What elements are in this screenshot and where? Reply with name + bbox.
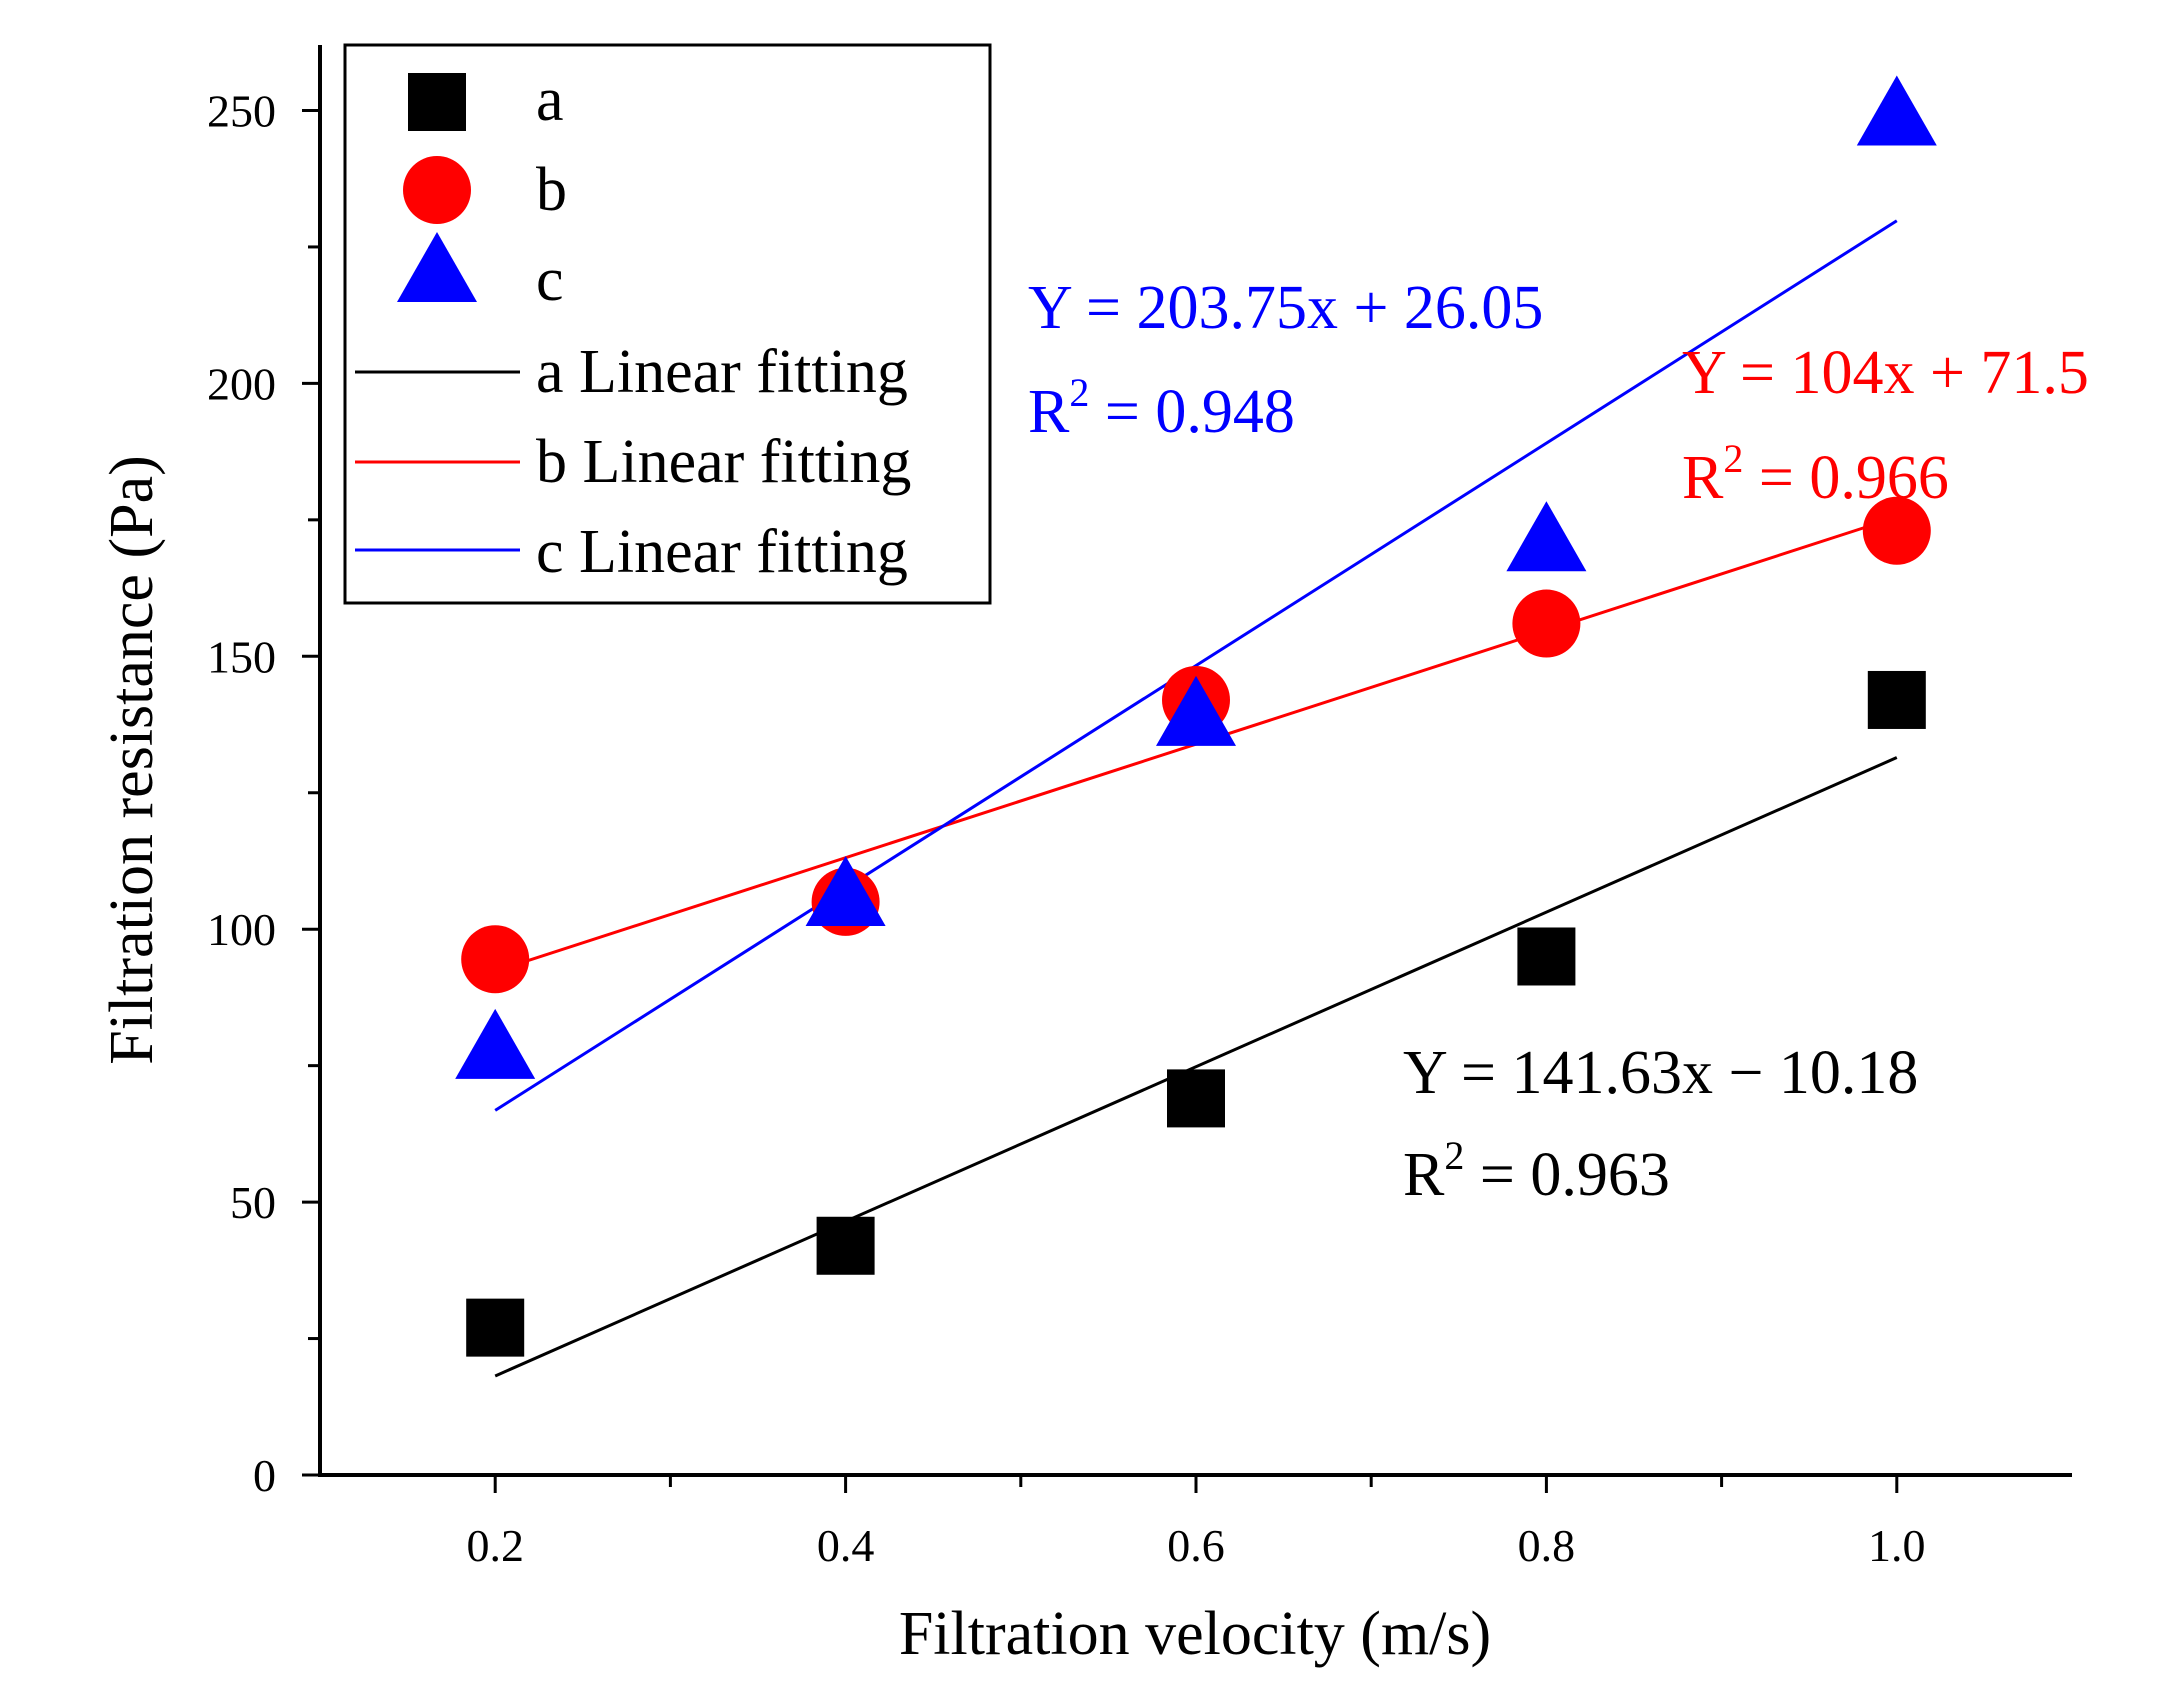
point-c [1156,675,1236,746]
x-tick-label: 0.2 [466,1520,524,1571]
y-axis-title: Filtration resistance (Pa) [98,455,166,1065]
point-a [1517,927,1576,986]
y-tick-label: 50 [230,1177,276,1228]
legend-marker-a [408,73,466,131]
equation-c-formula: Y = 203.75x + 26.05 [1028,274,1543,342]
legend-label-c: c [536,246,564,314]
fit-line-c [494,219,1898,1112]
y-tick-label: 200 [207,358,276,409]
legend-label-a: a [536,66,564,134]
point-c [455,1008,536,1079]
axis-ticks: 0.2 0.4 0.6 0.8 1.0 0 50 100 150 200 250 [207,85,1926,1571]
equation-c-r2: R2 = 0.948 [1028,370,1295,446]
data-points [455,75,1937,1357]
equation-b-formula: Y = 104x + 71.5 [1682,339,2089,407]
point-c [1506,501,1587,572]
legend: a b c a Linear fitting b Linear fitting … [343,43,992,605]
x-tick-label: 0.6 [1167,1520,1225,1571]
equation-b: Y = 104x + 71.5 R2 = 0.966 [1682,339,2089,512]
equation-b-r2: R2 = 0.966 [1682,436,1949,512]
y-tick-label: 0 [253,1450,276,1501]
equation-a: Y = 141.63x − 10.18 R2 = 0.963 [1403,1039,1918,1209]
legend-label-a-fit: a Linear fitting [536,338,908,406]
legend-label-b: b [536,156,567,224]
point-b [461,925,530,994]
y-tick-label: 100 [207,904,276,955]
point-a [816,1216,875,1275]
point-a [1867,670,1926,729]
point-a [1167,1069,1225,1128]
point-a [466,1298,525,1357]
legend-box [343,43,992,605]
point-c [1856,75,1937,146]
x-tick-label: 1.0 [1868,1520,1926,1571]
point-b [1862,496,1931,565]
legend-label-b-fit: b Linear fitting [536,428,911,496]
point-b [1512,589,1581,658]
legend-label-c-fit: c Linear fitting [536,518,908,586]
y-tick-label: 150 [207,631,276,682]
equation-a-r2: R2 = 0.963 [1403,1133,1670,1209]
x-tick-label: 0.8 [1518,1520,1576,1571]
legend-marker-c [397,232,477,302]
equation-a-formula: Y = 141.63x − 10.18 [1403,1039,1918,1107]
x-axis-title: Filtration velocity (m/s) [899,1600,1491,1668]
equation-c: Y = 203.75x + 26.05 R2 = 0.948 [1028,274,1543,446]
y-tick-label: 250 [207,85,276,136]
point-c [805,855,886,926]
legend-marker-b [403,156,471,224]
x-tick-label: 0.4 [817,1520,875,1571]
fit-line-a [494,756,1898,1378]
